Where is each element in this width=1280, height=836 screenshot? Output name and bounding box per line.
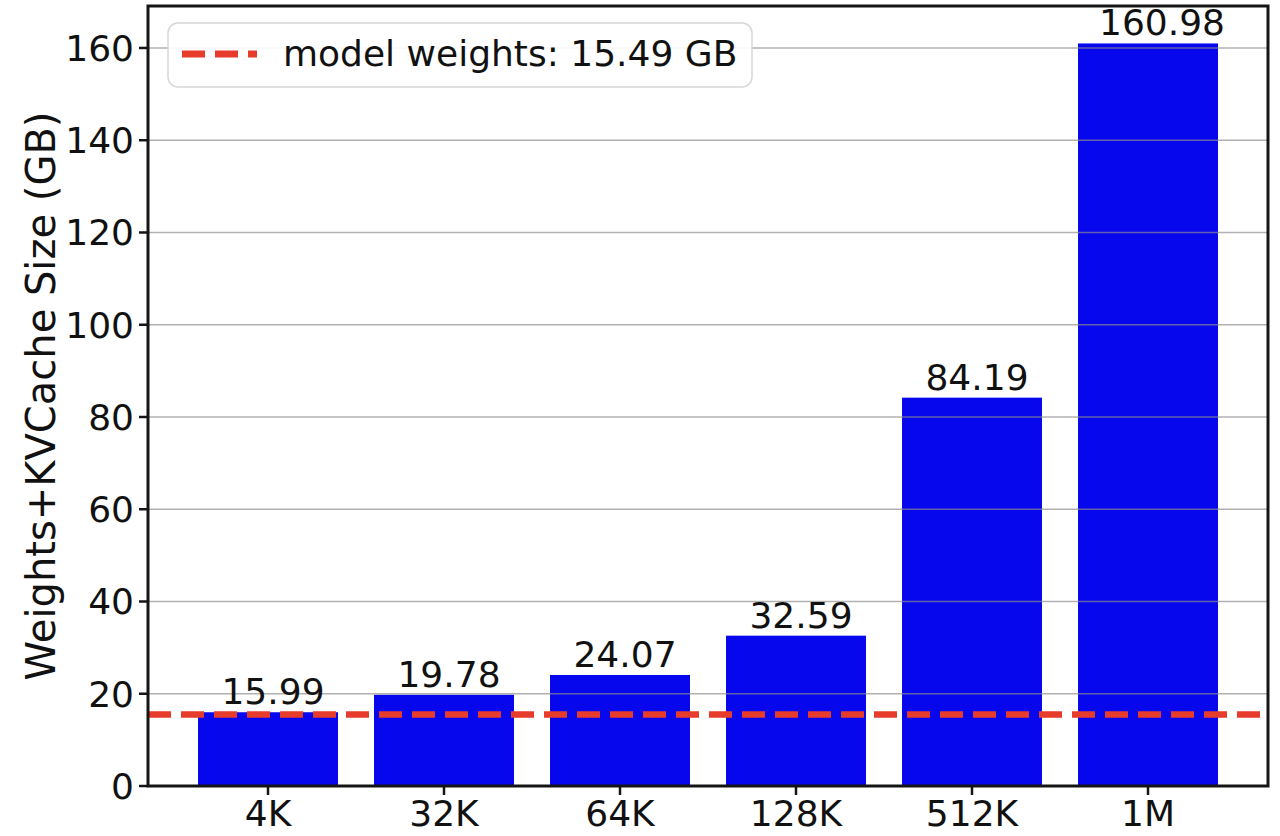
x-tick-label-64K: 64K xyxy=(585,793,656,834)
y-tick-label-140: 140 xyxy=(65,120,134,161)
bar-64K xyxy=(550,675,690,786)
bar-value-label-128K: 32.59 xyxy=(749,595,852,636)
figure: 0 20 40 60 80 100 120 140 160 4K 32K 64K 128K 512K 1M 1… xyxy=(0,0,1280,836)
y-tick-label-40: 40 xyxy=(88,581,134,622)
bar-value-label-512K: 84.19 xyxy=(925,357,1028,398)
y-tick-label-20: 20 xyxy=(88,674,134,715)
legend-label: model weights: 15.49 GB xyxy=(283,33,737,74)
x-tick-label-4K: 4K xyxy=(245,793,293,834)
bar-value-label-1M: 160.98 xyxy=(1099,2,1225,43)
bar-1M xyxy=(1078,43,1218,786)
bar-32K xyxy=(374,695,514,786)
x-tick-label-128K: 128K xyxy=(750,793,844,834)
bar-128K xyxy=(726,636,866,786)
bar-512K xyxy=(902,398,1042,786)
y-tick-label-80: 80 xyxy=(88,397,134,438)
bar-value-label-64K: 24.07 xyxy=(573,634,676,675)
y-tick-label-120: 120 xyxy=(65,212,134,253)
bar-value-label-32K: 19.78 xyxy=(397,654,500,695)
x-tick-label-32K: 32K xyxy=(409,793,480,834)
bar-4K xyxy=(198,712,338,786)
bar-value-label-4K: 15.99 xyxy=(221,671,324,712)
y-axis-label: Weights+KVCache Size (GB) xyxy=(18,112,64,681)
x-tick-label-512K: 512K xyxy=(926,793,1020,834)
y-tick-label-60: 60 xyxy=(88,489,134,530)
y-tick-label-100: 100 xyxy=(65,305,134,346)
y-tick-label-160: 160 xyxy=(65,28,134,69)
y-tick-label-0: 0 xyxy=(111,766,134,807)
x-tick-label-1M: 1M xyxy=(1121,793,1175,834)
bar-chart: 0 20 40 60 80 100 120 140 160 4K 32K 64K 128K 512K 1M 1… xyxy=(0,0,1280,836)
